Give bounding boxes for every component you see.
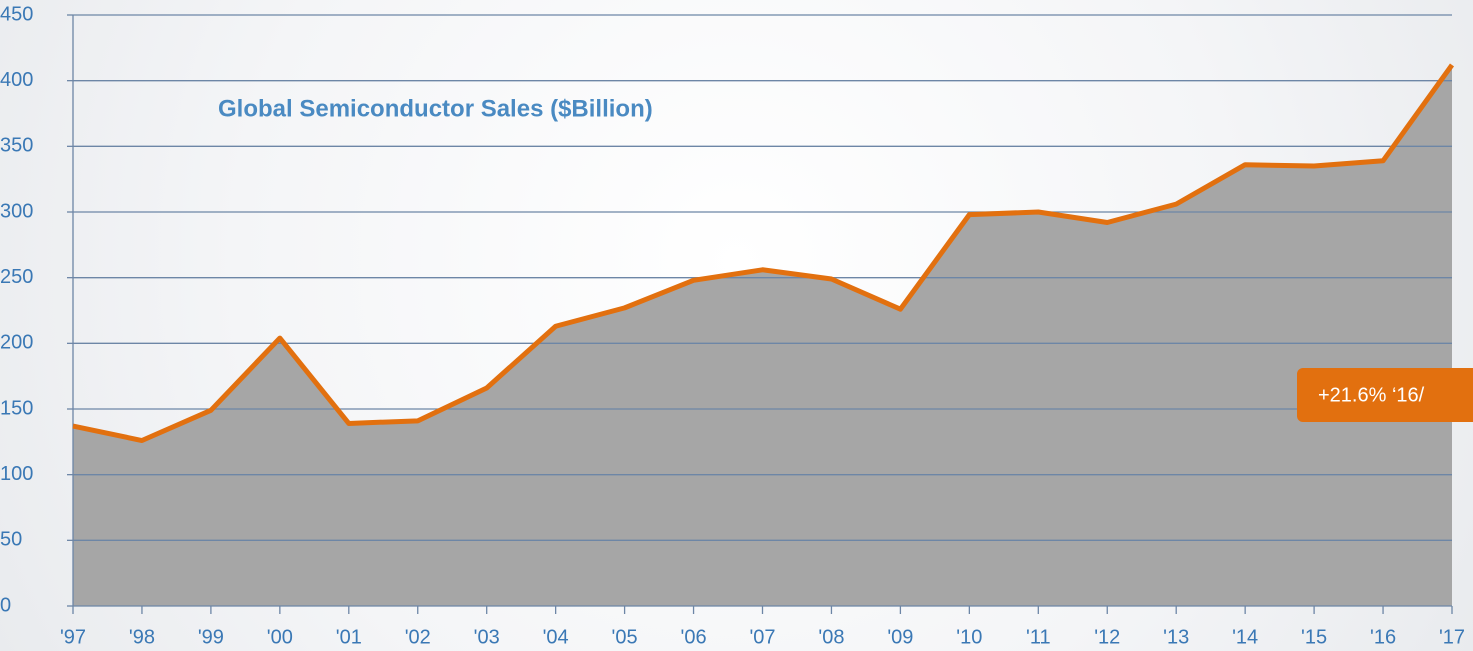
x-tick-label: '01 xyxy=(336,626,362,648)
x-tick-label: '02 xyxy=(405,626,431,648)
x-tick-label: '06 xyxy=(681,626,707,648)
y-tick-label: 150 xyxy=(0,397,33,419)
x-tick-label: '11 xyxy=(1026,626,1051,648)
x-tick-label: '07 xyxy=(749,626,775,648)
y-tick-label: 450 xyxy=(0,3,33,25)
y-tick-label: 100 xyxy=(0,463,33,485)
x-tick-label: '10 xyxy=(956,626,982,648)
area xyxy=(73,64,1452,606)
x-tick-label: '99 xyxy=(198,626,224,648)
line xyxy=(72,63,1455,444)
x-tick-label: '03 xyxy=(474,626,500,648)
x-tick-label: '05 xyxy=(612,626,638,648)
y-tick-label: 50 xyxy=(0,529,22,551)
x-tick-label: '12 xyxy=(1094,626,1120,648)
y-tick-label: 200 xyxy=(0,332,33,354)
x-tick-label: '98 xyxy=(129,626,155,648)
chart-title: Global Semiconductor Sales ($Billion) xyxy=(218,95,653,122)
x-tick-label: '09 xyxy=(887,626,913,648)
x-tick-label: '14 xyxy=(1232,626,1258,648)
y-tick-label: 300 xyxy=(0,200,33,222)
x-tick-label: '08 xyxy=(818,626,844,648)
y-tick-label: 350 xyxy=(0,135,33,157)
x-tick-label: '13 xyxy=(1163,626,1189,648)
annotation-box xyxy=(1297,368,1473,422)
annotation: +21.6% ‘16/ xyxy=(1297,368,1473,422)
y-tick-label: 250 xyxy=(0,266,33,288)
y-tick-label: 400 xyxy=(0,69,33,91)
x-tick-label: '17 xyxy=(1439,626,1465,648)
x-tick-label: '00 xyxy=(267,626,293,648)
x-tick-label: '97 xyxy=(60,626,86,648)
x-tick-label: '04 xyxy=(543,626,569,648)
x-tick-label: '16 xyxy=(1370,626,1396,648)
y-tick-label: 0 xyxy=(0,594,11,616)
annotation-text: +21.6% ‘16/ xyxy=(1318,384,1425,406)
x-tick-label: '15 xyxy=(1301,626,1327,648)
